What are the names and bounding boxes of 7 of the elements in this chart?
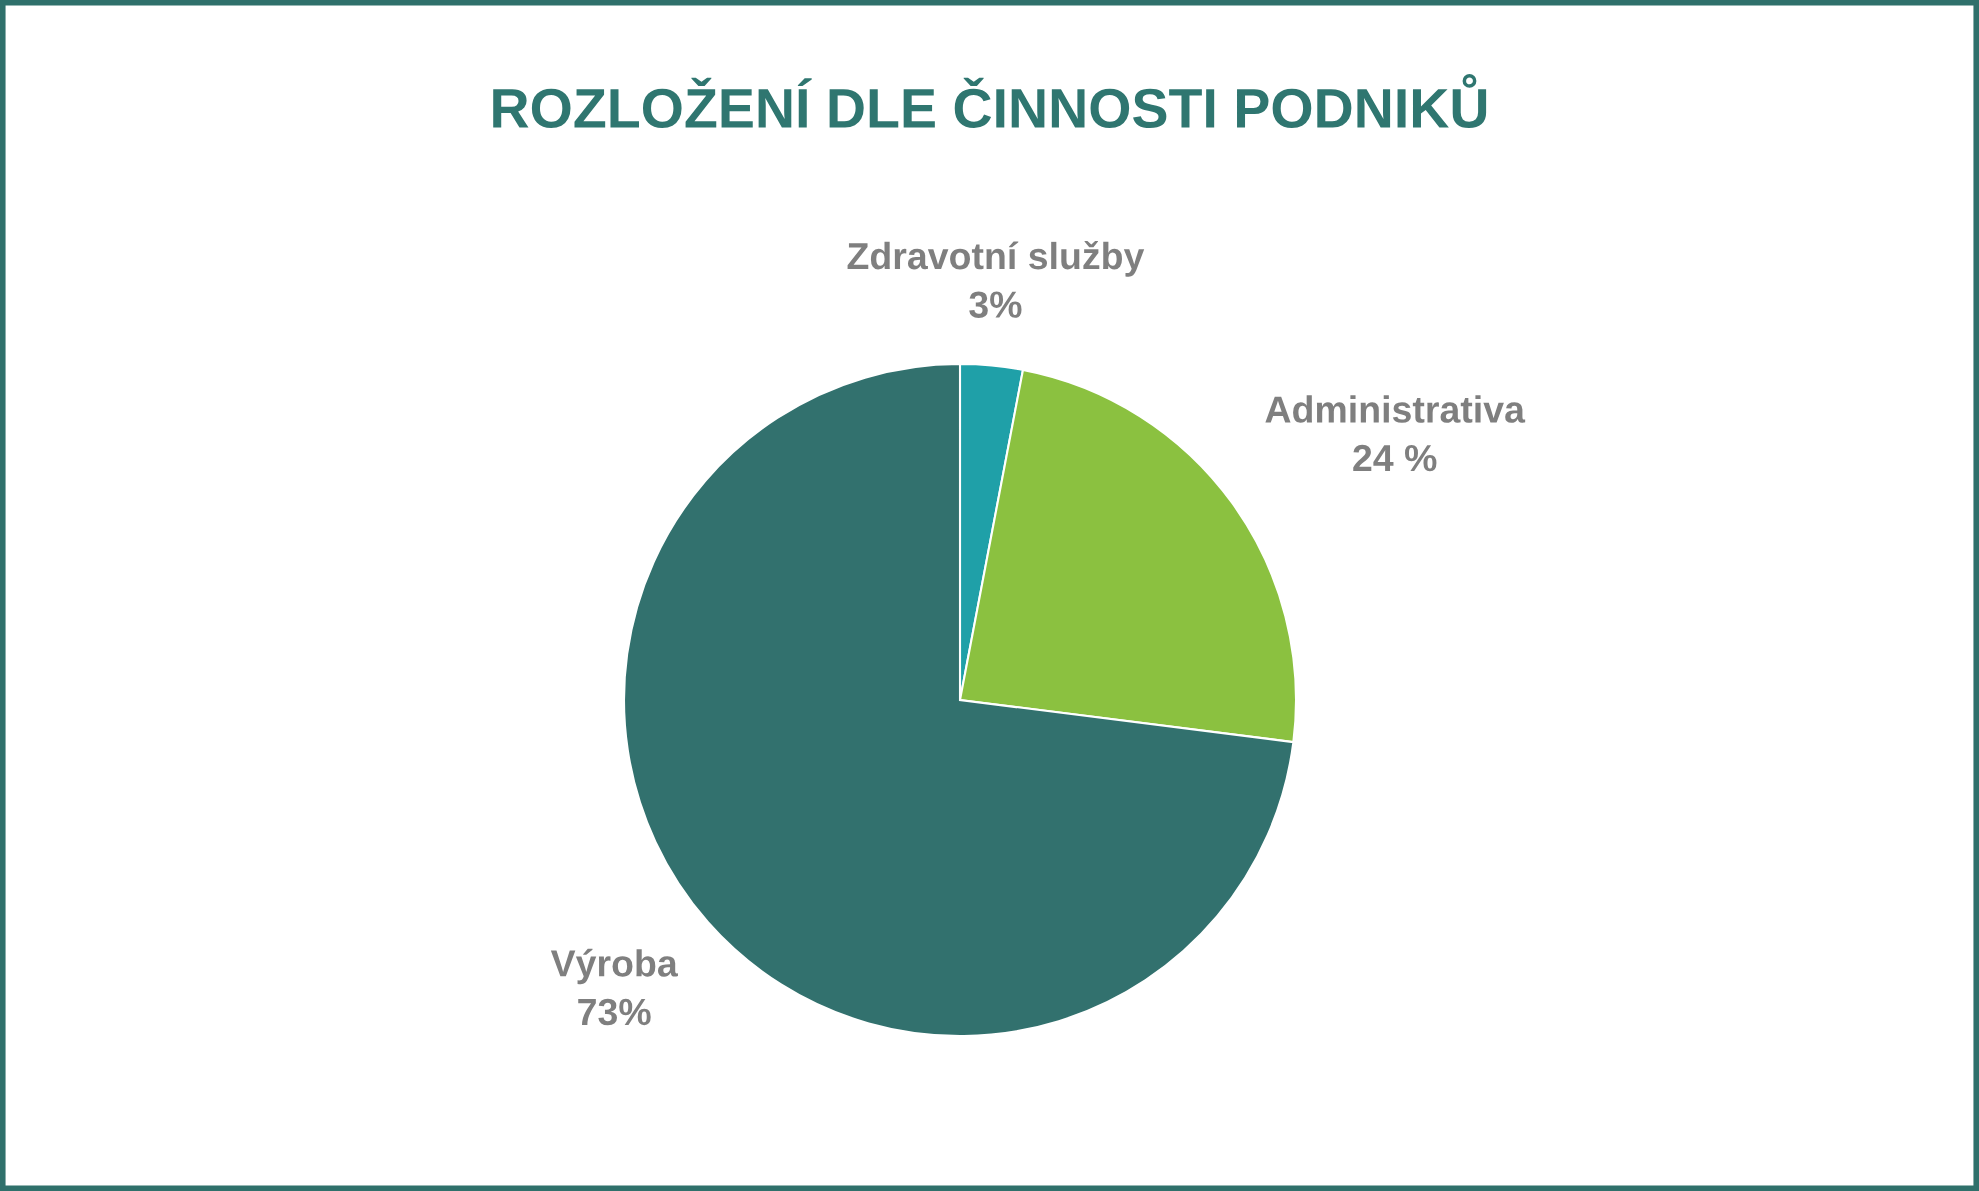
data-label: 24 %: [1353, 444, 1437, 472]
data-label: 3%: [969, 291, 1022, 318]
chart-title: ROZLOŽENÍ DLE ČINNOSTI PODNIKŮ: [493, 74, 1487, 129]
slice-label: Výroba: [550, 948, 678, 985]
slice-label: Administrativa: [1265, 395, 1526, 423]
slice-label: Zdravotní služby: [847, 241, 1145, 277]
data-label: 73%: [578, 998, 651, 1026]
